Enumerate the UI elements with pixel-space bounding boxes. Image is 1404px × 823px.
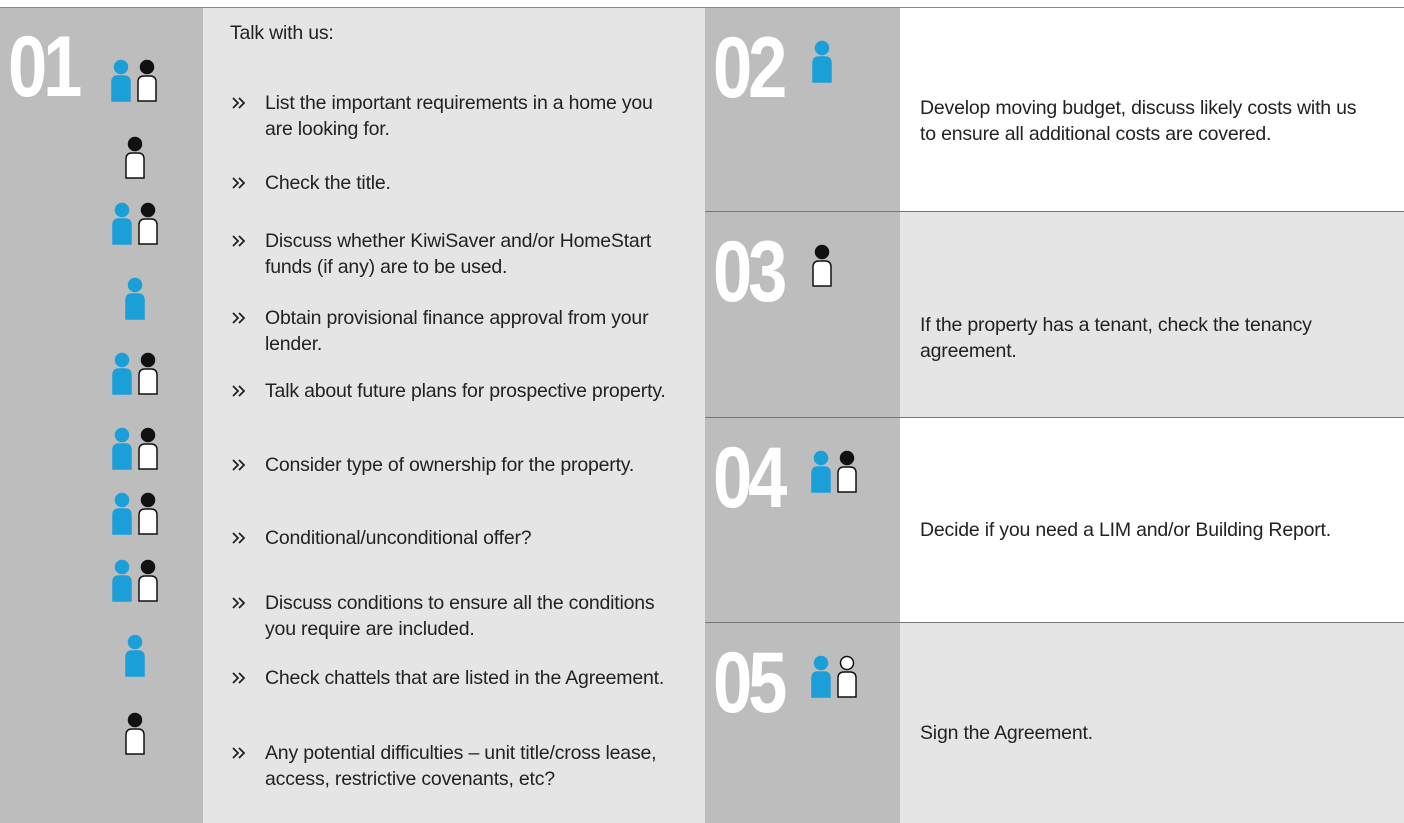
person-body — [112, 575, 132, 602]
bullet-chevron — [232, 312, 246, 324]
person-head — [113, 59, 129, 75]
top-rule — [0, 7, 1404, 8]
step-number: 05 — [713, 635, 787, 731]
person-head — [814, 244, 830, 260]
person-body — [837, 466, 857, 493]
list-item: List the important requirements in a hom… — [265, 92, 653, 140]
person-head — [114, 492, 130, 508]
person-body — [138, 575, 158, 602]
bullet-chevron — [232, 597, 246, 609]
person-head — [127, 277, 143, 293]
bullet-chevron — [232, 97, 246, 109]
bullet-chevron — [232, 385, 246, 397]
person-body — [125, 728, 145, 755]
bullet-chevron — [232, 459, 246, 471]
person-head — [140, 492, 156, 508]
person-body — [811, 671, 831, 698]
person-body — [112, 443, 132, 470]
bullet-chevron — [232, 235, 246, 247]
list-item: Check chattels that are listed in the Ag… — [265, 667, 665, 689]
bullet-chevron — [232, 747, 246, 759]
person-head — [114, 352, 130, 368]
row-4-bg — [900, 418, 1404, 623]
list-item: Consider type of ownership for the prope… — [265, 454, 635, 476]
step-text: If the property has a tenant, check the … — [920, 314, 1312, 362]
person-head — [127, 634, 143, 650]
person-body — [812, 56, 832, 83]
list-item: Conditional/unconditional offer? — [265, 527, 532, 549]
step-text: Develop moving budget, discuss likely co… — [920, 97, 1357, 145]
person-head — [140, 352, 156, 368]
person-body — [138, 443, 158, 470]
person-body — [125, 293, 145, 320]
row-5-bg — [900, 623, 1404, 823]
step-1-panel — [203, 8, 705, 823]
person-head — [127, 712, 143, 728]
person-body — [112, 218, 132, 245]
person-body — [112, 368, 132, 395]
right-number-strip — [705, 8, 900, 823]
person-body — [138, 508, 158, 535]
list-item: Discuss whether KiwiSaver and/or HomeSta… — [265, 230, 652, 278]
step-text: Decide if you need a LIM and/or Building… — [920, 519, 1331, 541]
row-rule — [705, 417, 1404, 418]
list-item: Obtain provisional finance approval from… — [265, 307, 649, 355]
bullet-chevron — [232, 177, 246, 189]
person-body — [138, 218, 158, 245]
person-head — [839, 450, 855, 466]
person-head — [127, 136, 143, 152]
list-item: Any potential difficulties – unit title/… — [265, 742, 657, 790]
person-head — [813, 450, 829, 466]
step-heading: Talk with us: — [230, 22, 334, 44]
row-3-bg — [900, 212, 1404, 418]
person-body — [138, 368, 158, 395]
row-rule — [705, 622, 1404, 623]
person-body — [837, 671, 857, 698]
person-body — [112, 508, 132, 535]
person-head — [114, 202, 130, 218]
person-body — [811, 466, 831, 493]
person-head — [114, 427, 130, 443]
step-number: 03 — [713, 224, 787, 320]
step-number: 04 — [713, 430, 787, 526]
bullet-chevron — [232, 672, 246, 684]
person-body — [125, 152, 145, 179]
row-rule — [705, 211, 1404, 212]
step-number: 02 — [713, 20, 787, 116]
list-item: Check the title. — [265, 172, 391, 194]
person-body — [137, 75, 157, 102]
step-text: Sign the Agreement. — [920, 722, 1093, 744]
person-head — [839, 655, 855, 671]
person-head — [814, 40, 830, 56]
step-number: 01 — [8, 19, 82, 115]
person-head — [140, 559, 156, 575]
person-head — [140, 202, 156, 218]
bullet-chevron — [232, 532, 246, 544]
person-body — [111, 75, 131, 102]
step-1-number-strip — [0, 8, 203, 823]
person-head — [813, 655, 829, 671]
list-item: Talk about future plans for prospective … — [265, 380, 666, 402]
person-body — [812, 260, 832, 287]
person-head — [139, 59, 155, 75]
person-head — [140, 427, 156, 443]
person-body — [125, 650, 145, 677]
person-head — [114, 559, 130, 575]
row-2-bg — [900, 8, 1404, 212]
list-item: Discuss conditions to ensure all the con… — [265, 592, 655, 640]
